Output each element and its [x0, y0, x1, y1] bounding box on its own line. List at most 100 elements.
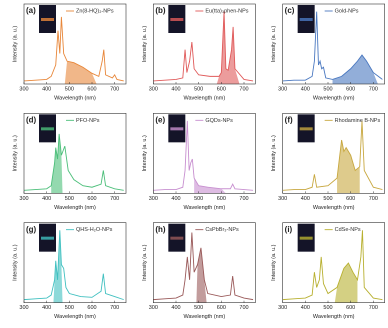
plot-frame	[282, 113, 385, 194]
inset-glow	[299, 18, 313, 21]
inset-glow	[41, 18, 54, 21]
spectrum-line	[153, 232, 254, 301]
y-axis-label: Intensity (a. u.)	[12, 26, 18, 63]
x-tick-label: 300	[149, 196, 158, 202]
spectrum-line	[23, 230, 124, 301]
x-axis-label: Wavelength (nm)	[183, 95, 225, 101]
x-tick-label: 600	[346, 86, 355, 92]
legend-label: CdSe-NPs	[335, 227, 361, 233]
panel-label: (g)	[26, 225, 37, 234]
x-tick-label: 300	[278, 86, 287, 92]
plot-frame	[23, 222, 127, 303]
plot-frame	[282, 222, 385, 303]
plot-frame	[23, 113, 127, 194]
x-tick-label: 600	[346, 305, 355, 311]
plot-frame	[282, 3, 385, 85]
x-tick-label: 700	[239, 305, 248, 311]
x-axis-label: Wavelength (nm)	[54, 205, 96, 211]
x-axis-label: Wavelength (nm)	[183, 314, 225, 320]
legend-label: Gold-NPs	[335, 8, 359, 14]
x-tick-label: 500	[194, 305, 203, 311]
x-tick-label: 500	[323, 305, 332, 311]
plot-frame	[23, 3, 127, 85]
spectrum-line	[153, 11, 254, 82]
shaded-area	[334, 263, 358, 303]
x-axis-label: Wavelength (nm)	[313, 314, 355, 320]
inset-glow	[299, 127, 313, 131]
inset-glow	[170, 236, 184, 240]
inset-glow	[41, 236, 54, 240]
x-tick-label: 700	[369, 86, 378, 92]
x-tick-label: 300	[149, 86, 158, 92]
spectrum-line	[282, 11, 383, 82]
spectrum-line	[23, 133, 124, 191]
x-tick-label: 500	[65, 86, 74, 92]
x-tick-label: 300	[19, 196, 28, 202]
plot-frame	[153, 113, 256, 194]
x-tick-label: 500	[65, 196, 74, 202]
panel-label: (i)	[285, 225, 293, 234]
x-axis-label: Wavelength (nm)	[313, 95, 355, 101]
x-tick-label: 600	[346, 196, 355, 202]
x-axis-label: Wavelength (nm)	[313, 205, 355, 211]
x-axis-label: Wavelength (nm)	[54, 95, 96, 101]
x-tick-label: 300	[278, 305, 287, 311]
x-tick-label: 600	[87, 86, 96, 92]
x-tick-label: 600	[87, 196, 96, 202]
x-tick-label: 600	[217, 196, 226, 202]
x-tick-label: 400	[171, 305, 180, 311]
shaded-area	[216, 11, 240, 84]
legend-label: Zn(8-HQ)₂-NPs	[76, 8, 114, 14]
x-axis-label: Wavelength (nm)	[183, 205, 225, 211]
plot-frame	[153, 3, 256, 85]
x-tick-label: 400	[42, 305, 51, 311]
y-axis-label: Intensity (a. u.)	[271, 26, 277, 63]
x-tick-label: 500	[323, 86, 332, 92]
spectrum-line	[23, 16, 124, 82]
inset-glow	[170, 18, 184, 21]
shaded-area	[51, 133, 63, 194]
panel-label: (f)	[285, 115, 293, 124]
x-axis-label: Wavelength (nm)	[54, 314, 96, 320]
legend-label: GQDs-NPs	[205, 118, 233, 124]
x-tick-label: 600	[87, 305, 96, 311]
x-tick-label: 400	[301, 196, 310, 202]
inset-glow	[41, 127, 54, 131]
x-tick-label: 300	[19, 305, 28, 311]
x-tick-label: 300	[149, 305, 158, 311]
panel-label: (h)	[155, 225, 166, 234]
plot-frame	[153, 222, 256, 303]
x-tick-label: 400	[171, 196, 180, 202]
x-tick-label: 700	[239, 196, 248, 202]
shaded-area	[64, 61, 97, 84]
y-axis-label: Intensity (a. u.)	[271, 244, 277, 281]
panel-label: (d)	[26, 115, 37, 124]
legend-label: QHS-H₂O-NPs	[76, 227, 113, 233]
shaded-area	[194, 178, 226, 194]
x-tick-label: 500	[194, 196, 203, 202]
panel-label: (e)	[155, 115, 165, 124]
legend-label: Rhodamine B-NPs	[335, 118, 381, 124]
inset-glow	[170, 127, 184, 131]
panel-label: (c)	[285, 6, 295, 15]
x-tick-label: 700	[110, 305, 119, 311]
x-tick-label: 700	[369, 196, 378, 202]
x-tick-label: 700	[110, 196, 119, 202]
x-tick-label: 300	[19, 86, 28, 92]
legend-label: Eu(tta)₃phen-NPs	[205, 8, 248, 14]
panel-label: (b)	[155, 6, 166, 15]
y-axis-label: Intensity (a. u.)	[142, 135, 148, 172]
x-tick-label: 400	[42, 196, 51, 202]
x-tick-label: 700	[369, 305, 378, 311]
x-tick-label: 700	[110, 86, 119, 92]
x-tick-label: 500	[65, 305, 74, 311]
x-tick-label: 500	[194, 86, 203, 92]
y-axis-label: Intensity (a. u.)	[271, 135, 277, 172]
panel-label: (a)	[26, 6, 36, 15]
x-tick-label: 600	[217, 86, 226, 92]
y-axis-label: Intensity (a. u.)	[12, 135, 18, 172]
shaded-area	[337, 140, 360, 194]
shaded-area	[332, 55, 378, 84]
spectrum-line	[282, 230, 383, 301]
